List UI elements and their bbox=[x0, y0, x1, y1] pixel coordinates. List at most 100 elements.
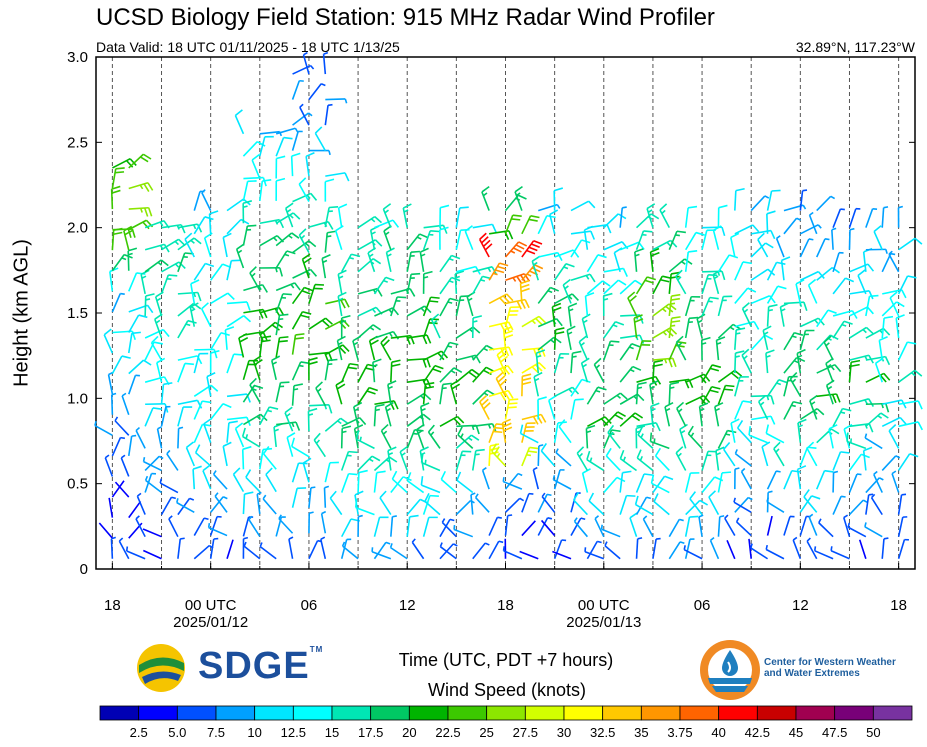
wind-barb-halffeather bbox=[679, 541, 685, 545]
wind-barb bbox=[110, 392, 117, 415]
wind-barb-staff bbox=[323, 487, 327, 508]
wind-barb-halffeather bbox=[825, 342, 830, 347]
wind-barb bbox=[849, 423, 874, 433]
wind-barb-halffeather bbox=[256, 491, 262, 495]
wind-barb-staff bbox=[128, 219, 147, 231]
wind-barb bbox=[521, 446, 539, 467]
wind-barb bbox=[504, 241, 528, 258]
wind-barb bbox=[807, 278, 818, 304]
wind-barb bbox=[177, 291, 202, 302]
wind-barb-feather bbox=[456, 415, 465, 424]
wind-barb bbox=[724, 514, 736, 536]
wind-barb-halffeather bbox=[467, 297, 473, 302]
wind-barb-feather bbox=[202, 400, 212, 404]
wind-barb bbox=[242, 536, 249, 559]
wind-barb-feather bbox=[880, 412, 889, 419]
wind-barb-staff bbox=[668, 384, 671, 405]
wind-barb-feather bbox=[586, 424, 596, 430]
wind-barb-halffeather bbox=[432, 319, 438, 325]
wind-barb-halffeather bbox=[388, 385, 393, 390]
wind-barb-halffeather bbox=[634, 253, 640, 257]
wind-barb bbox=[324, 230, 337, 253]
wind-barb-feather bbox=[196, 223, 203, 233]
wind-barb-feather bbox=[388, 456, 398, 463]
wind-barb-feather bbox=[457, 426, 463, 436]
wind-barb-feather bbox=[868, 398, 875, 407]
wind-barb bbox=[488, 293, 514, 305]
wind-barb bbox=[750, 242, 774, 258]
wind-barb bbox=[256, 491, 262, 515]
wind-barb-feather bbox=[429, 318, 439, 321]
wind-barb-halffeather bbox=[120, 436, 126, 440]
wind-barb bbox=[455, 228, 470, 250]
wind-barb-feather bbox=[662, 275, 672, 279]
wind-barb bbox=[177, 319, 197, 339]
wind-barb bbox=[290, 152, 301, 177]
wind-barb-staff bbox=[635, 496, 648, 516]
wind-barb bbox=[128, 206, 153, 217]
wind-barb bbox=[324, 417, 349, 432]
wind-barb bbox=[865, 412, 889, 427]
wind-barb bbox=[291, 462, 308, 483]
wind-barb-feather bbox=[269, 406, 279, 410]
wind-barb bbox=[684, 205, 698, 228]
wind-barb-staff bbox=[145, 479, 163, 494]
wind-barb-feather bbox=[420, 476, 424, 486]
wind-barb-halffeather bbox=[251, 272, 256, 278]
wind-barb-halffeather bbox=[547, 517, 553, 520]
wind-barb-halffeather bbox=[291, 422, 295, 428]
wind-barb-feather bbox=[329, 206, 339, 209]
wind-barb-halffeather bbox=[192, 224, 197, 230]
wind-barb-staff bbox=[897, 341, 909, 361]
wind-barb bbox=[504, 514, 513, 536]
wind-barb-staff bbox=[734, 261, 744, 281]
wind-barb bbox=[602, 292, 613, 316]
wind-barb-feather bbox=[650, 251, 660, 257]
wind-barb-feather bbox=[649, 380, 659, 386]
wind-barb-feather bbox=[721, 271, 726, 281]
wind-barb bbox=[808, 211, 818, 235]
wind-barb-halffeather bbox=[547, 289, 553, 294]
wind-barb bbox=[828, 424, 838, 449]
wind-barb-staff bbox=[390, 546, 408, 560]
wind-barb bbox=[334, 225, 344, 250]
wind-barb-halffeather bbox=[483, 392, 489, 396]
wind-barb-feather bbox=[430, 296, 440, 299]
wind-barb-feather bbox=[721, 226, 726, 237]
wind-barb-staff bbox=[865, 412, 882, 427]
wind-barb bbox=[553, 469, 565, 490]
wind-barb bbox=[439, 204, 450, 228]
wind-barb-staff bbox=[455, 326, 474, 339]
wind-barb bbox=[252, 355, 263, 381]
wind-barb-staff bbox=[553, 478, 572, 490]
wind-barb-halffeather bbox=[403, 209, 409, 213]
wind-barb bbox=[234, 109, 245, 135]
wind-barb bbox=[387, 446, 397, 471]
wind-barb-feather bbox=[511, 218, 521, 221]
wind-barb bbox=[222, 441, 232, 467]
wind-barb-staff bbox=[808, 214, 818, 235]
wind-barb-feather bbox=[399, 445, 409, 453]
wind-barb bbox=[734, 187, 745, 211]
wind-barb-staff bbox=[698, 516, 703, 537]
wind-barb bbox=[888, 250, 900, 273]
wind-barb bbox=[586, 540, 602, 560]
wind-barb bbox=[701, 364, 722, 383]
wind-barb-staff bbox=[94, 424, 113, 437]
wind-barb-feather bbox=[555, 331, 565, 335]
wind-barb-halffeather bbox=[616, 394, 621, 399]
wind-barb-staff bbox=[684, 539, 691, 559]
wind-barb bbox=[209, 515, 222, 536]
wind-barb bbox=[603, 279, 627, 295]
wind-barb bbox=[200, 302, 212, 328]
wind-barb bbox=[324, 461, 339, 483]
wind-barb-halffeather bbox=[423, 275, 429, 279]
wind-barb-feather bbox=[337, 291, 347, 297]
wind-barb-staff bbox=[193, 263, 206, 281]
wind-barb-staff bbox=[882, 289, 902, 295]
wind-barb-staff bbox=[324, 360, 330, 381]
wind-barb-halffeather bbox=[354, 407, 359, 412]
wind-barb-staff bbox=[588, 500, 605, 516]
wind-barb-staff bbox=[203, 423, 212, 443]
wind-barb bbox=[687, 425, 703, 449]
